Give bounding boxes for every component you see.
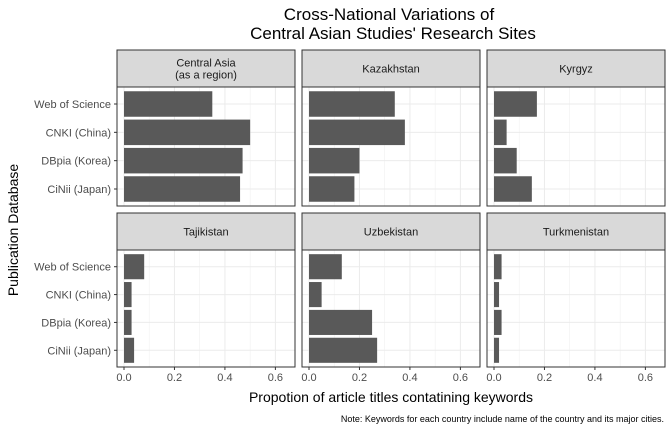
bar xyxy=(309,147,360,174)
bar xyxy=(309,337,378,363)
facet-strip xyxy=(116,49,296,88)
y-axis-title: Publication Database xyxy=(5,164,21,297)
y-tick-label: Web of Science xyxy=(34,99,111,111)
bar xyxy=(124,337,135,363)
chart-title-line-1: Cross-National Variations of xyxy=(284,5,495,24)
bar xyxy=(124,91,213,117)
bar xyxy=(494,91,537,117)
x-tick-label: 0.2 xyxy=(352,372,367,384)
chart-title-line-2: Central Asian Studies' Research Sites xyxy=(250,24,536,43)
bar xyxy=(309,176,355,202)
x-tick-label: 0.0 xyxy=(301,372,316,384)
x-tick-label: 0.6 xyxy=(268,372,283,384)
y-tick-label: CiNii (Japan) xyxy=(47,184,111,196)
x-tick-label: 0.0 xyxy=(486,372,501,384)
x-tick-label: 0.2 xyxy=(167,372,182,384)
y-tick-label: CNKI (China) xyxy=(46,290,111,302)
bar xyxy=(124,254,145,280)
bar xyxy=(309,254,342,280)
panel-background xyxy=(487,250,665,367)
facet-panels: Central Asia(as a region) Web of Science C… xyxy=(34,49,666,384)
facet-strip xyxy=(486,49,666,88)
panel-border xyxy=(301,249,481,368)
bar xyxy=(494,147,517,174)
x-axis-title: Propotion of article titles contatining … xyxy=(249,389,533,405)
y-tick-label: CiNii (Japan) xyxy=(47,345,111,357)
bar xyxy=(124,282,132,308)
facet-strip xyxy=(301,49,481,88)
facet-strip-label: Uzbekistan xyxy=(364,227,418,239)
facet-strip-label: Central Asia xyxy=(176,58,236,70)
facet-strip xyxy=(116,212,296,251)
x-tick-label: 0.6 xyxy=(453,372,468,384)
panel-background xyxy=(117,250,295,367)
bar xyxy=(494,176,532,202)
x-tick-label: 0.6 xyxy=(638,372,653,384)
bar xyxy=(124,147,243,174)
x-tick-label: 0.4 xyxy=(217,372,232,384)
bar xyxy=(309,282,322,308)
x-tick-label: 0.4 xyxy=(402,372,417,384)
facet-strip-label: Tajikistan xyxy=(183,227,228,239)
y-tick-label: Web of Science xyxy=(34,262,111,274)
panel-border xyxy=(116,86,296,207)
y-tick-label: DBpia (Korea) xyxy=(41,317,111,329)
bar xyxy=(494,309,502,335)
panel-border xyxy=(116,249,296,368)
facet-strip-label: Turkmenistan xyxy=(543,227,609,239)
x-tick-label: 0.4 xyxy=(587,372,602,384)
facet-strip-label: Kazakhstan xyxy=(362,64,419,76)
bar xyxy=(494,337,500,363)
bar xyxy=(124,176,241,202)
bar xyxy=(124,119,251,146)
y-tick-label: CNKI (China) xyxy=(46,127,111,139)
panel-border xyxy=(486,249,666,368)
x-tick-label: 0.2 xyxy=(537,372,552,384)
bar xyxy=(309,309,373,335)
bar xyxy=(124,309,132,335)
footnote: Note: Keywords for each country include … xyxy=(341,414,664,424)
panel-border xyxy=(301,86,481,207)
x-tick-label: 0.0 xyxy=(116,372,131,384)
bar xyxy=(494,119,507,146)
bar xyxy=(494,282,500,308)
bar xyxy=(309,119,405,146)
facet-strip xyxy=(486,212,666,251)
facet-strip-label: (as a region) xyxy=(175,70,237,82)
bar xyxy=(494,254,502,280)
y-tick-label: DBpia (Korea) xyxy=(41,156,111,168)
facet-strip-label: Kyrgyz xyxy=(559,64,593,76)
bar xyxy=(309,91,395,117)
panel-border xyxy=(486,86,666,207)
